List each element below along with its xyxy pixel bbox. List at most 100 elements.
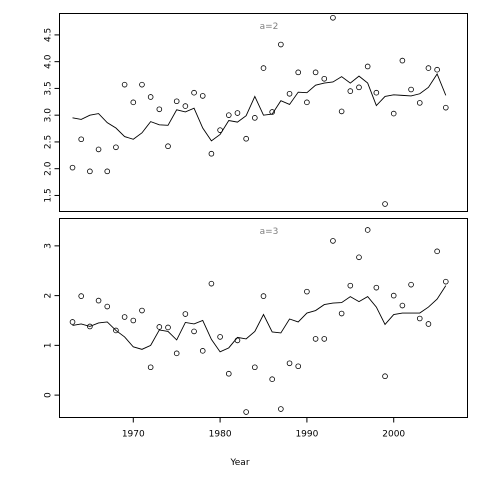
- data-point-a2: [286, 90, 293, 97]
- y-tick-label-a3: 3: [44, 243, 54, 249]
- chart-marks: 1.5 2.0 2.5 3.0 3.5 4.0 4.5 0 1 2 3 1970 1980 1990 200…: [44, 14, 449, 440]
- data-point-a3: [173, 350, 180, 357]
- data-point-a2: [321, 75, 328, 82]
- data-point-a2: [312, 69, 319, 76]
- data-point-a3: [364, 227, 371, 233]
- data-point-a3: [182, 311, 189, 317]
- data-point-a2: [69, 164, 76, 171]
- data-point-a3: [434, 248, 440, 255]
- data-point-a2: [78, 136, 84, 143]
- x-tick-label: 1970: [122, 430, 145, 440]
- data-point-a2: [442, 104, 449, 111]
- data-point-a3: [321, 336, 328, 342]
- data-point-a3: [425, 321, 432, 327]
- data-point-a2: [87, 168, 93, 175]
- data-point-a2: [330, 14, 336, 21]
- data-point-a3: [442, 278, 449, 285]
- data-point-a2: [199, 93, 206, 99]
- data-point-a3: [390, 292, 397, 299]
- data-point-a3: [373, 284, 380, 291]
- data-point-a2: [147, 94, 154, 100]
- data-point-a2: [425, 65, 432, 71]
- data-point-a3: [95, 297, 102, 304]
- panel-frame-a3: [59, 218, 468, 418]
- data-point-a3: [269, 376, 275, 382]
- data-point-a2: [278, 41, 284, 48]
- y-tick-label-a2: 4.5: [44, 28, 54, 42]
- fitted-line-a3: [72, 285, 447, 353]
- data-point-a3: [87, 323, 93, 330]
- data-point-a3: [312, 336, 319, 342]
- panel-label-a3: a=3: [260, 227, 279, 237]
- x-tick-label: 1980: [209, 430, 232, 440]
- data-point-a2: [121, 81, 128, 88]
- data-point-a2: [173, 98, 180, 105]
- data-point-a3: [295, 363, 302, 370]
- data-point-a3: [199, 348, 206, 354]
- x-tick-label: 1990: [295, 430, 318, 440]
- data-point-a2: [104, 168, 111, 175]
- data-point-a2: [191, 89, 197, 96]
- y-tick-label-a2: 1.5: [44, 188, 54, 202]
- y-tick-label-a2: 3.5: [44, 81, 54, 95]
- data-point-a2: [416, 100, 423, 106]
- data-point-a2: [269, 109, 275, 115]
- y-tick-label-a2: 4.0: [44, 54, 54, 69]
- data-point-a2: [260, 65, 267, 71]
- data-point-a2: [295, 69, 302, 76]
- data-point-a3: [113, 327, 119, 334]
- panel-frame-a2: [59, 13, 468, 212]
- data-point-a3: [286, 360, 293, 367]
- data-point-a3: [243, 409, 249, 415]
- data-point-a3: [408, 281, 414, 288]
- data-point-a2: [347, 88, 354, 94]
- data-point-a3: [252, 364, 258, 371]
- data-point-a3: [165, 324, 171, 331]
- data-point-a3: [78, 293, 84, 299]
- fitted-line-a2: [72, 73, 447, 142]
- data-point-a2: [182, 103, 189, 109]
- data-point-a2: [217, 127, 223, 133]
- data-point-a3: [347, 282, 354, 289]
- data-point-a3: [147, 364, 154, 371]
- x-tick-label: 2000: [382, 430, 405, 440]
- data-point-a2: [225, 112, 232, 118]
- y-tick-label-a2: 2.0: [44, 161, 54, 176]
- y-tick-label-a3: 2: [44, 293, 54, 299]
- data-point-a3: [208, 280, 215, 287]
- data-point-a3: [130, 317, 137, 324]
- data-point-a3: [330, 238, 336, 244]
- data-point-a3: [382, 373, 388, 380]
- data-point-a2: [234, 110, 241, 116]
- data-point-a3: [260, 293, 267, 299]
- data-point-a3: [356, 254, 362, 261]
- y-tick-label-a3: 1: [44, 342, 54, 348]
- data-point-a2: [364, 63, 371, 70]
- panel-label-a2: a=2: [260, 22, 279, 32]
- y-tick-label-a2: 3.0: [44, 108, 54, 123]
- y-tick-label-a3: 0: [44, 392, 54, 398]
- data-point-a2: [208, 150, 215, 157]
- data-point-a3: [139, 307, 145, 314]
- data-point-a2: [130, 99, 137, 106]
- data-point-a2: [390, 110, 397, 117]
- data-point-a2: [252, 115, 258, 121]
- data-point-a2: [156, 106, 163, 113]
- data-point-a2: [95, 146, 102, 153]
- data-point-a2: [382, 201, 388, 207]
- y-tick-label-a2: 2.5: [44, 135, 54, 149]
- data-point-a3: [121, 314, 128, 320]
- data-point-a2: [408, 86, 414, 93]
- data-point-a3: [225, 370, 232, 377]
- data-point-a2: [373, 89, 380, 96]
- data-point-a2: [243, 135, 249, 142]
- data-point-a3: [304, 288, 310, 295]
- data-point-a2: [139, 81, 145, 88]
- data-point-a2: [113, 144, 119, 151]
- data-point-a2: [356, 84, 362, 91]
- data-point-a3: [234, 337, 241, 344]
- data-point-a3: [156, 324, 163, 330]
- data-point-a3: [69, 319, 76, 325]
- data-point-a3: [217, 334, 223, 340]
